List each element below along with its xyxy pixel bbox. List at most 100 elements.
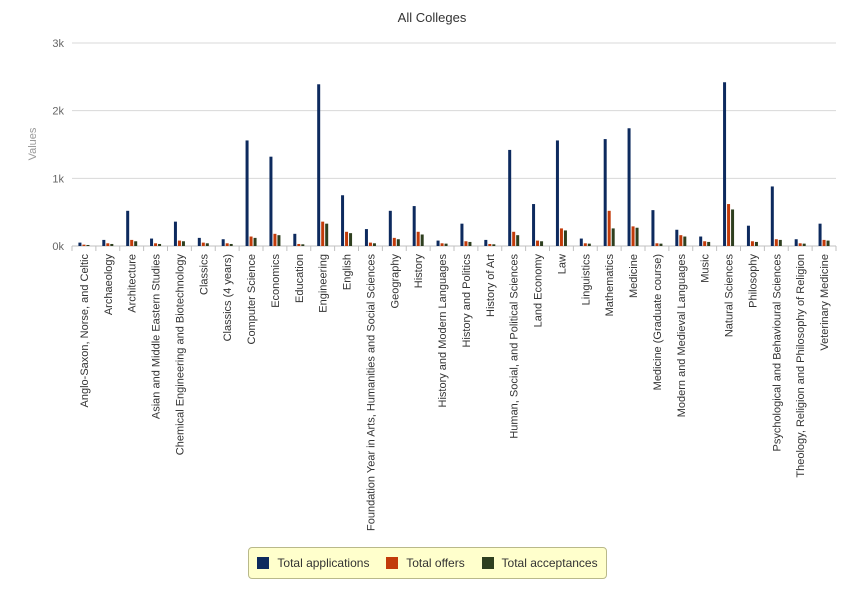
bar[interactable] <box>540 241 544 246</box>
bar[interactable] <box>727 204 731 246</box>
legend-item-offers[interactable]: Total offers <box>386 556 465 570</box>
legend-item-acceptances[interactable]: Total acceptances <box>481 556 598 570</box>
bar[interactable] <box>778 239 782 246</box>
bar[interactable] <box>794 239 798 246</box>
bar[interactable] <box>822 239 826 246</box>
bar[interactable] <box>563 230 567 246</box>
bar[interactable] <box>508 149 512 246</box>
bar[interactable] <box>277 235 281 246</box>
bar[interactable] <box>731 209 735 246</box>
bar[interactable] <box>516 235 520 246</box>
bar[interactable] <box>273 233 277 246</box>
bar[interactable] <box>635 227 639 246</box>
bar[interactable] <box>703 241 707 246</box>
bar[interactable] <box>607 210 611 246</box>
bar[interactable] <box>229 243 233 246</box>
bar[interactable] <box>420 234 424 246</box>
bar[interactable] <box>173 221 177 246</box>
bar[interactable] <box>388 210 392 246</box>
bar[interactable] <box>396 239 400 246</box>
bar[interactable] <box>436 240 440 246</box>
bar[interactable] <box>512 231 516 246</box>
bar[interactable] <box>464 241 468 246</box>
bar[interactable] <box>253 237 257 246</box>
bar[interactable] <box>372 243 376 246</box>
bar[interactable] <box>603 139 607 246</box>
bar[interactable] <box>106 243 110 246</box>
bar[interactable] <box>444 243 448 246</box>
bar[interactable] <box>201 242 205 246</box>
bar[interactable] <box>484 239 488 246</box>
bar[interactable] <box>297 243 301 246</box>
bar[interactable] <box>492 244 496 246</box>
bar[interactable] <box>325 223 329 246</box>
bar[interactable] <box>798 243 802 246</box>
bar[interactable] <box>555 140 559 246</box>
bar[interactable] <box>707 241 711 246</box>
bar[interactable] <box>221 239 225 246</box>
bar[interactable] <box>317 84 321 246</box>
bar[interactable] <box>583 243 587 246</box>
bar[interactable] <box>579 238 583 246</box>
bar[interactable] <box>126 210 130 246</box>
bar[interactable] <box>392 237 396 246</box>
bar[interactable] <box>818 223 822 246</box>
bar[interactable] <box>802 243 806 246</box>
bar[interactable] <box>321 221 325 246</box>
bar[interactable] <box>750 241 754 246</box>
bar[interactable] <box>154 243 158 246</box>
bar[interactable] <box>301 244 305 246</box>
bar[interactable] <box>659 243 663 246</box>
bar[interactable] <box>225 243 229 246</box>
bar[interactable] <box>746 225 750 246</box>
bar[interactable] <box>78 242 82 246</box>
bar[interactable] <box>269 156 273 246</box>
bar[interactable] <box>468 241 472 246</box>
bar[interactable] <box>110 243 114 246</box>
bar[interactable] <box>655 243 659 246</box>
legend-item-applications[interactable]: Total applications <box>257 556 369 570</box>
bar[interactable] <box>82 244 86 246</box>
bar[interactable] <box>158 243 162 246</box>
bar[interactable] <box>627 128 631 246</box>
bar[interactable] <box>826 240 830 246</box>
bar[interactable] <box>631 226 635 246</box>
bar[interactable] <box>774 239 778 246</box>
bar[interactable] <box>249 236 253 246</box>
bar[interactable] <box>177 240 181 246</box>
bar[interactable] <box>460 223 464 246</box>
bar[interactable] <box>770 186 774 246</box>
bar[interactable] <box>683 236 687 246</box>
bar[interactable] <box>130 239 134 246</box>
bar[interactable] <box>181 241 185 246</box>
bar[interactable] <box>723 82 727 246</box>
bar[interactable] <box>611 228 615 246</box>
bar[interactable] <box>293 233 297 246</box>
bar[interactable] <box>536 240 540 246</box>
bar[interactable] <box>679 235 683 246</box>
bar[interactable] <box>150 238 154 246</box>
bar[interactable] <box>559 228 563 246</box>
bar[interactable] <box>651 210 655 246</box>
bar[interactable] <box>412 206 416 246</box>
bar[interactable] <box>341 195 345 246</box>
bar[interactable] <box>245 140 249 246</box>
bar[interactable] <box>134 241 138 246</box>
bar[interactable] <box>532 204 536 246</box>
bar[interactable] <box>368 242 372 246</box>
bar[interactable] <box>675 229 679 246</box>
x-tick-label: Geography <box>389 254 401 309</box>
bar[interactable] <box>349 233 353 246</box>
bar[interactable] <box>197 237 201 246</box>
bar[interactable] <box>205 243 209 246</box>
bar[interactable] <box>86 244 90 246</box>
bar[interactable] <box>345 231 349 246</box>
bar[interactable] <box>440 243 444 246</box>
bar[interactable] <box>102 239 106 246</box>
bar[interactable] <box>699 236 703 246</box>
bar[interactable] <box>416 231 420 246</box>
bar[interactable] <box>488 243 492 246</box>
bar[interactable] <box>754 241 758 246</box>
bar[interactable] <box>587 243 591 246</box>
bar[interactable] <box>364 229 368 246</box>
